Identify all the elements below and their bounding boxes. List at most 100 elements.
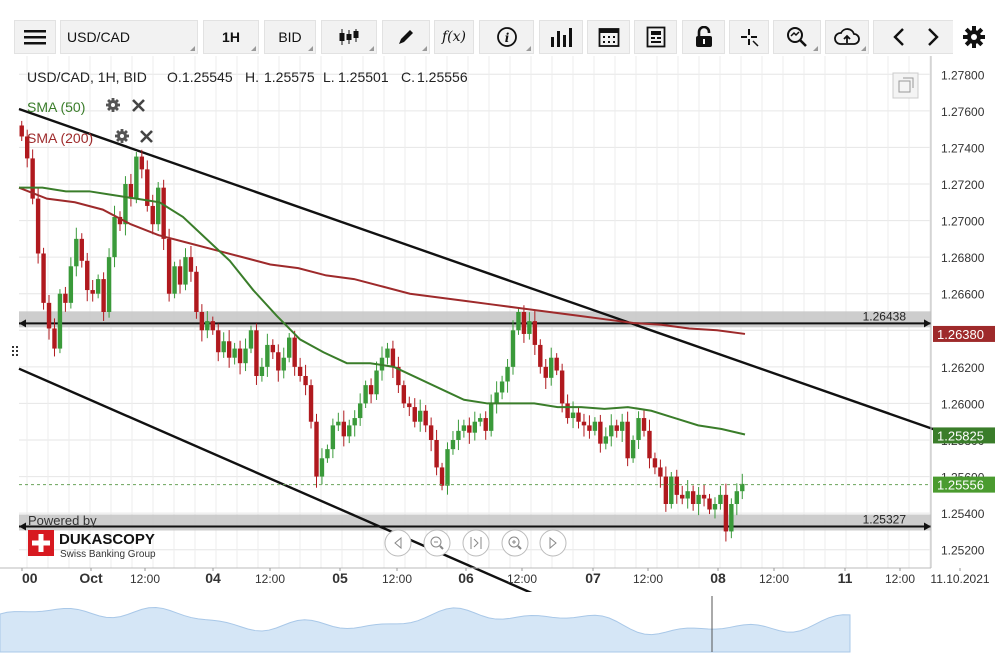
candle-body bbox=[270, 344, 276, 353]
candle-body bbox=[418, 410, 423, 422]
volume-bars-icon[interactable] bbox=[539, 20, 583, 54]
level-arrow-left bbox=[19, 319, 26, 328]
candle-body bbox=[68, 266, 74, 303]
candlestick-type-icon[interactable] bbox=[321, 20, 377, 54]
zoom-in-icon[interactable] bbox=[501, 529, 529, 557]
navigator-panel[interactable] bbox=[0, 592, 931, 653]
arrow-right-icon[interactable] bbox=[916, 20, 950, 54]
sma200-price-tag: 1.26380 bbox=[937, 327, 984, 342]
candle-body bbox=[101, 279, 106, 312]
dukascopy-watermark: Powered by DUKASCOPY Swiss Banking Group bbox=[28, 513, 156, 560]
candle-body bbox=[52, 328, 57, 349]
info-icon[interactable]: i bbox=[479, 20, 534, 54]
candle-body bbox=[581, 421, 587, 426]
scroll-left-icon[interactable] bbox=[384, 529, 412, 557]
sma200-remove-close-icon[interactable] bbox=[140, 130, 153, 143]
candle-body bbox=[488, 403, 494, 431]
candle-body bbox=[248, 330, 254, 349]
time-tick-label: 04 bbox=[205, 570, 221, 586]
candle-body bbox=[308, 385, 314, 422]
time-tick-label: 12:00 bbox=[633, 572, 663, 586]
lock-icon[interactable] bbox=[682, 20, 725, 54]
candle-body bbox=[128, 184, 134, 199]
news-icon[interactable] bbox=[634, 20, 677, 54]
candle-body bbox=[456, 430, 461, 440]
sma50-legend: SMA (50) bbox=[27, 99, 85, 115]
candle-body bbox=[434, 440, 439, 468]
reset-zoom-icon[interactable] bbox=[462, 529, 490, 557]
level-value-label: 1.25327 bbox=[863, 512, 907, 526]
candle-body bbox=[439, 467, 445, 486]
candle-body bbox=[723, 494, 729, 532]
time-tick-label: 12:00 bbox=[507, 572, 537, 586]
level-band bbox=[19, 311, 931, 328]
crosshair-icon[interactable] bbox=[729, 20, 769, 54]
sma50-line bbox=[19, 186, 746, 436]
sma50-remove-close-icon[interactable] bbox=[132, 99, 145, 112]
candle-body bbox=[35, 198, 41, 254]
candle-body bbox=[336, 421, 341, 426]
candle-body bbox=[183, 257, 188, 285]
drag-handle-icon[interactable] bbox=[12, 346, 18, 356]
horizontal-levels: 1.26438 1.25327 bbox=[19, 309, 931, 531]
time-tick-label: 12:00 bbox=[382, 572, 412, 586]
candle-body bbox=[576, 412, 581, 422]
trend-channel bbox=[18, 107, 955, 615]
time-tick-label: 12:00 bbox=[885, 572, 915, 586]
candle-body bbox=[341, 421, 346, 437]
popout-window-icon[interactable] bbox=[892, 72, 919, 99]
candle-body bbox=[499, 381, 505, 393]
candle-body bbox=[423, 410, 428, 426]
instrument-selector[interactable]: USD/CAD bbox=[60, 20, 198, 54]
candle-body bbox=[276, 352, 281, 371]
calendar-icon[interactable] bbox=[587, 20, 630, 54]
moving-averages bbox=[18, 186, 746, 436]
settings-gear-icon[interactable] bbox=[954, 20, 994, 54]
candle-body bbox=[347, 425, 352, 437]
candle-body bbox=[658, 467, 663, 477]
zoom-out-icon[interactable] bbox=[423, 529, 451, 557]
price-tick-label: 1.26600 bbox=[941, 288, 985, 302]
candle-body bbox=[319, 458, 325, 477]
sma200-settings-gear-icon[interactable] bbox=[115, 129, 129, 143]
arrow-left-icon[interactable] bbox=[882, 20, 916, 54]
candlestick-series bbox=[19, 120, 745, 542]
candle-body bbox=[30, 158, 35, 199]
scroll-right-icon[interactable] bbox=[539, 529, 567, 557]
price-tick-label: 1.26000 bbox=[941, 397, 985, 411]
candle-body bbox=[216, 330, 221, 353]
channel-line bbox=[18, 107, 955, 438]
candle-body bbox=[598, 421, 603, 444]
candle-body bbox=[592, 421, 598, 431]
candle-body bbox=[287, 337, 292, 358]
navigator-area bbox=[0, 606, 851, 653]
ohlc-close: 1.25556 bbox=[417, 69, 468, 85]
candle-body bbox=[734, 491, 740, 504]
candle-body bbox=[41, 253, 46, 303]
candle-body bbox=[587, 425, 592, 431]
timeframe-selector[interactable]: 1H bbox=[203, 20, 259, 54]
brand-subtitle: Swiss Banking Group bbox=[60, 549, 156, 560]
candle-body bbox=[352, 418, 357, 426]
price-tick-label: 1.27600 bbox=[941, 105, 985, 119]
draw-pencil-icon[interactable] bbox=[382, 20, 430, 54]
candle-body bbox=[221, 341, 226, 353]
time-tick-label: 12:00 bbox=[759, 572, 789, 586]
candle-body bbox=[205, 321, 210, 331]
price-side-selector[interactable]: BID bbox=[264, 20, 316, 54]
sma50-settings-gear-icon[interactable] bbox=[106, 98, 120, 112]
candle-body bbox=[374, 370, 379, 395]
function-fx-icon[interactable]: f(x) bbox=[434, 20, 474, 54]
candle-body bbox=[521, 312, 527, 334]
ohlc-high: 1.25575 bbox=[264, 69, 315, 85]
candle-body bbox=[510, 330, 516, 367]
candle-body bbox=[139, 156, 145, 170]
last-price-tag: 1.25556 bbox=[937, 478, 984, 493]
candle-body bbox=[669, 476, 674, 504]
hamburger-menu-icon[interactable] bbox=[14, 20, 56, 54]
time-tick-label: 12:00 bbox=[255, 572, 285, 586]
cloud-upload-icon[interactable] bbox=[825, 20, 869, 54]
candle-body bbox=[161, 187, 166, 239]
search-zoom-icon[interactable] bbox=[773, 20, 821, 54]
